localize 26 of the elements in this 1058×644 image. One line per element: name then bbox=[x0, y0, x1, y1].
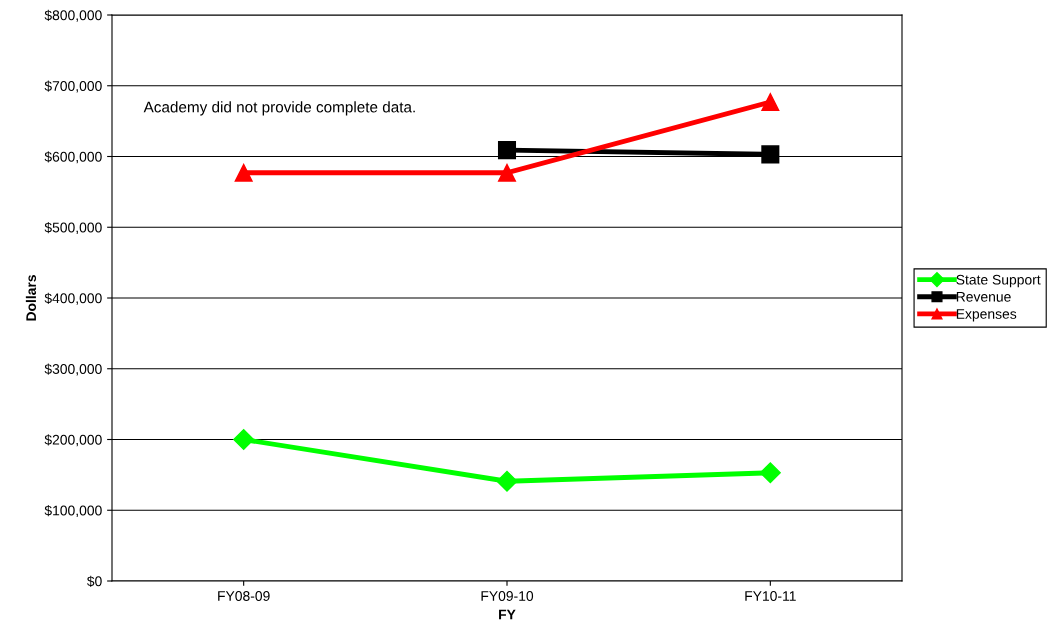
point bbox=[761, 145, 780, 164]
y-tick-label: $500,000 bbox=[44, 222, 102, 235]
y-axis-title: Dollars bbox=[25, 275, 37, 321]
x-tick-label: FY09-10 bbox=[481, 591, 534, 601]
point bbox=[761, 92, 780, 112]
x-axis-title: FY bbox=[499, 609, 516, 620]
y-tick-label: $600,000 bbox=[44, 151, 102, 164]
y-tick-label: $0 bbox=[86, 575, 102, 587]
x-tick-label: FY08-09 bbox=[218, 591, 270, 601]
point bbox=[233, 428, 255, 451]
y-tick-label: $700,000 bbox=[44, 80, 102, 93]
y-tick-label: $800,000 bbox=[44, 9, 102, 22]
y-tick-label: $200,000 bbox=[44, 434, 102, 447]
point bbox=[497, 163, 517, 182]
point bbox=[234, 163, 253, 182]
legend-label: Expenses bbox=[956, 309, 1017, 322]
legend-label: State Support bbox=[956, 274, 1041, 288]
point bbox=[496, 470, 518, 492]
y-tick-label: $100,000 bbox=[44, 505, 102, 518]
y-tick-label: $400,000 bbox=[44, 292, 102, 305]
y-tick-label: $300,000 bbox=[44, 363, 102, 376]
point bbox=[759, 462, 781, 484]
x-tick-label: FY10-11 bbox=[745, 591, 796, 601]
annotation: Academy did not provide complete data. bbox=[143, 101, 415, 116]
point bbox=[497, 141, 517, 160]
legend-label: Revenue bbox=[956, 292, 1011, 302]
